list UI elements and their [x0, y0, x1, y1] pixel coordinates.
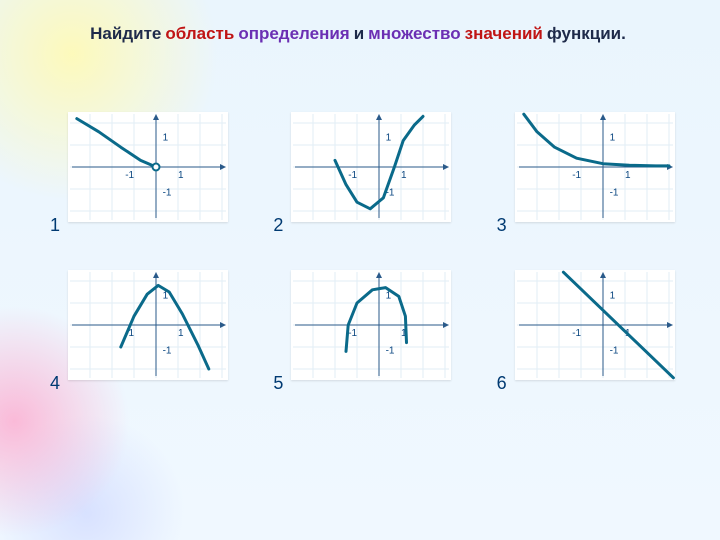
svg-text:1: 1 — [163, 133, 169, 144]
svg-text:-1: -1 — [386, 346, 395, 357]
chart-svg-6: 1-11-1 — [515, 270, 675, 380]
chart-box: 1-11-1 — [291, 270, 451, 380]
svg-text:-1: -1 — [572, 170, 581, 181]
chart-box: 1 -1 1 -1 — [68, 112, 228, 222]
chart-box: 1-11-1 — [68, 270, 228, 380]
svg-text:-1: -1 — [163, 346, 172, 357]
chart-cell-5: 1-11-1 5 — [273, 270, 463, 400]
chart-label-5: 5 — [273, 373, 283, 394]
page-title: Найдитеобластьопределенияимножествозначе… — [0, 24, 720, 44]
chart-svg-5: 1-11-1 — [291, 270, 451, 380]
chart-cell-4: 1-11-1 4 — [50, 270, 240, 400]
svg-text:-1: -1 — [125, 170, 134, 181]
svg-text:-1: -1 — [609, 188, 618, 199]
chart-label-3: 3 — [497, 215, 507, 236]
svg-text:-1: -1 — [572, 328, 581, 339]
svg-text:1: 1 — [609, 133, 615, 144]
chart-box: 1-11-1 — [291, 112, 451, 222]
chart-box: 1-11-1 — [515, 270, 675, 380]
svg-text:-1: -1 — [609, 346, 618, 357]
svg-text:1: 1 — [178, 328, 184, 339]
charts-grid: 1-11-1 1 1-11-1 2 1-11-1 3 1-11-1 4 1-11… — [50, 112, 690, 400]
chart-cell-3: 1 -1 1 -1 3 — [497, 112, 687, 242]
chart-box: 1 -1 1 -1 — [515, 112, 675, 222]
svg-text:1: 1 — [178, 170, 184, 181]
chart-svg-2: 1-11-1 — [291, 112, 451, 222]
chart-cell-6: 1-11-1 6 — [497, 270, 687, 400]
chart-svg-1: 1 -1 1 -1 — [68, 112, 228, 222]
svg-text:1: 1 — [609, 291, 615, 302]
chart-label-2: 2 — [273, 215, 283, 236]
svg-text:-1: -1 — [163, 188, 172, 199]
chart-cell-2: 1-11-1 2 — [273, 112, 463, 242]
chart-svg-3: 1 -1 1 -1 — [515, 112, 675, 222]
chart-label-4: 4 — [50, 373, 60, 394]
svg-text:-1: -1 — [349, 170, 358, 181]
svg-text:1: 1 — [625, 170, 631, 181]
svg-text:1: 1 — [401, 170, 407, 181]
chart-label-6: 6 — [497, 373, 507, 394]
chart-svg-4: 1-11-1 — [68, 270, 228, 380]
chart-label-1: 1 — [50, 215, 60, 236]
svg-text:1: 1 — [386, 133, 392, 144]
chart-cell-1: 1 -1 1 -1 1 — [50, 112, 240, 242]
svg-text:-1: -1 — [349, 328, 358, 339]
